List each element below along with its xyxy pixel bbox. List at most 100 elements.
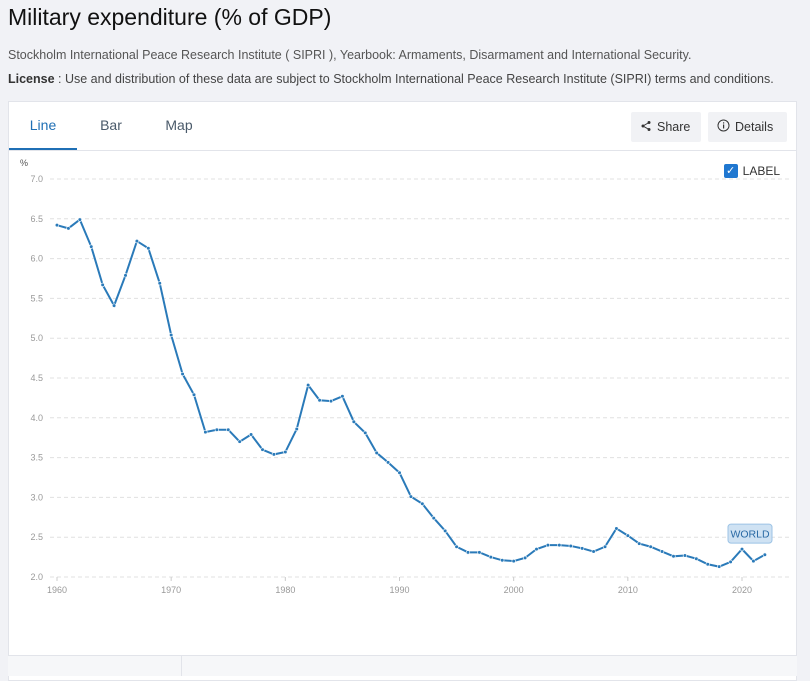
info-icon	[717, 119, 730, 135]
details-label: Details	[735, 120, 774, 134]
y-tick-label: 4.0	[30, 413, 43, 423]
data-point	[534, 547, 539, 552]
data-point	[54, 223, 60, 228]
data-point	[100, 282, 105, 287]
tab-bar[interactable]: Bar	[100, 117, 122, 133]
data-point	[66, 226, 71, 231]
share-icon	[640, 120, 652, 135]
tab-map[interactable]: Map	[165, 117, 193, 133]
x-tick-label: 1970	[161, 585, 181, 595]
y-tick-label: 3.5	[30, 453, 43, 463]
chart-card: Line Bar Map Share Details ✓ LABEL	[8, 101, 797, 681]
data-point	[431, 515, 436, 521]
chart-tabs: Line Bar Map	[9, 102, 213, 150]
x-tick-label: 1990	[389, 585, 409, 595]
y-tick-label: 5.5	[30, 293, 43, 303]
data-point	[488, 554, 493, 560]
data-point	[648, 544, 653, 549]
share-button[interactable]: Share	[631, 112, 701, 142]
data-point	[328, 398, 334, 404]
label-toggle[interactable]: ✓ LABEL	[723, 164, 780, 178]
data-point	[77, 217, 82, 222]
data-point	[500, 558, 505, 563]
data-point	[671, 554, 676, 559]
data-point	[728, 559, 733, 564]
data-point	[226, 427, 231, 432]
series-label-box	[727, 523, 773, 544]
data-point	[191, 392, 197, 397]
data-point	[317, 398, 322, 403]
data-point	[454, 544, 459, 549]
data-point	[134, 238, 140, 244]
data-point	[694, 556, 699, 561]
data-point	[420, 501, 425, 506]
data-point	[123, 273, 128, 278]
data-point	[340, 394, 345, 399]
data-point	[637, 541, 642, 546]
data-point	[146, 246, 151, 251]
data-point	[397, 470, 402, 475]
x-tick-label: 1980	[275, 585, 295, 595]
data-point	[385, 460, 391, 465]
data-point	[751, 558, 756, 564]
footer-divider	[181, 656, 182, 676]
data-point	[294, 426, 299, 432]
x-tick-label: 2020	[732, 585, 752, 595]
y-tick-label: 2.0	[30, 572, 43, 582]
x-tick-label: 2000	[504, 585, 524, 595]
data-point	[443, 528, 448, 533]
data-point	[602, 544, 608, 549]
label-toggle-text: LABEL	[742, 164, 780, 178]
data-point	[762, 552, 767, 557]
data-point	[306, 383, 311, 388]
data-point	[203, 430, 208, 435]
data-point	[237, 439, 242, 444]
y-tick-label: 5.0	[30, 333, 43, 343]
share-label: Share	[657, 120, 691, 134]
license-label: License	[8, 72, 55, 86]
y-tick-label: 6.5	[30, 214, 43, 224]
data-point	[568, 543, 573, 549]
series-line-world	[56, 218, 766, 568]
y-tick-label: 2.5	[30, 532, 43, 542]
data-point	[363, 430, 368, 436]
data-point	[374, 450, 379, 455]
data-point	[591, 549, 596, 554]
page-title: Military expenditure (% of GDP)	[8, 4, 332, 30]
x-tick-label: 2010	[618, 585, 638, 595]
x-tick-label: 1960	[47, 585, 67, 595]
data-point	[260, 447, 265, 452]
data-point	[351, 419, 356, 424]
y-tick-label: 7.0	[30, 174, 43, 184]
license-text: License : Use and distribution of these …	[8, 72, 774, 86]
data-point	[180, 371, 185, 377]
data-point	[682, 553, 688, 558]
data-point	[659, 549, 665, 554]
source-text: Stockholm International Peace Research I…	[8, 48, 692, 62]
data-point	[111, 303, 117, 308]
data-point	[739, 547, 745, 552]
line-chart: % 2.0 2.5 3.0 3.5 4.0 4.5 5.0 5.5 6.0 6.5 7.0 1960 19…	[20, 158, 790, 595]
y-tick-label: 3.0	[30, 492, 43, 502]
y-axis-label: %	[20, 158, 28, 168]
y-tick-label: 4.5	[30, 373, 43, 383]
y-tick-label: 6.0	[30, 254, 43, 264]
data-point	[625, 533, 630, 538]
data-point	[522, 555, 528, 560]
data-point	[89, 244, 94, 249]
tab-line[interactable]: Line	[9, 102, 77, 150]
data-point	[169, 332, 174, 338]
data-point	[157, 281, 162, 286]
data-point	[557, 543, 562, 548]
data-point	[580, 546, 585, 551]
data-point	[717, 564, 722, 569]
checkbox-checked-icon[interactable]: ✓	[723, 164, 738, 178]
data-point	[511, 558, 516, 564]
data-point	[705, 562, 710, 567]
details-button[interactable]: Details	[708, 112, 787, 142]
series-label-world: WORLD	[730, 529, 770, 541]
data-point	[465, 550, 471, 555]
data-point	[408, 494, 414, 499]
data-point	[545, 543, 551, 548]
data-point	[214, 427, 219, 432]
